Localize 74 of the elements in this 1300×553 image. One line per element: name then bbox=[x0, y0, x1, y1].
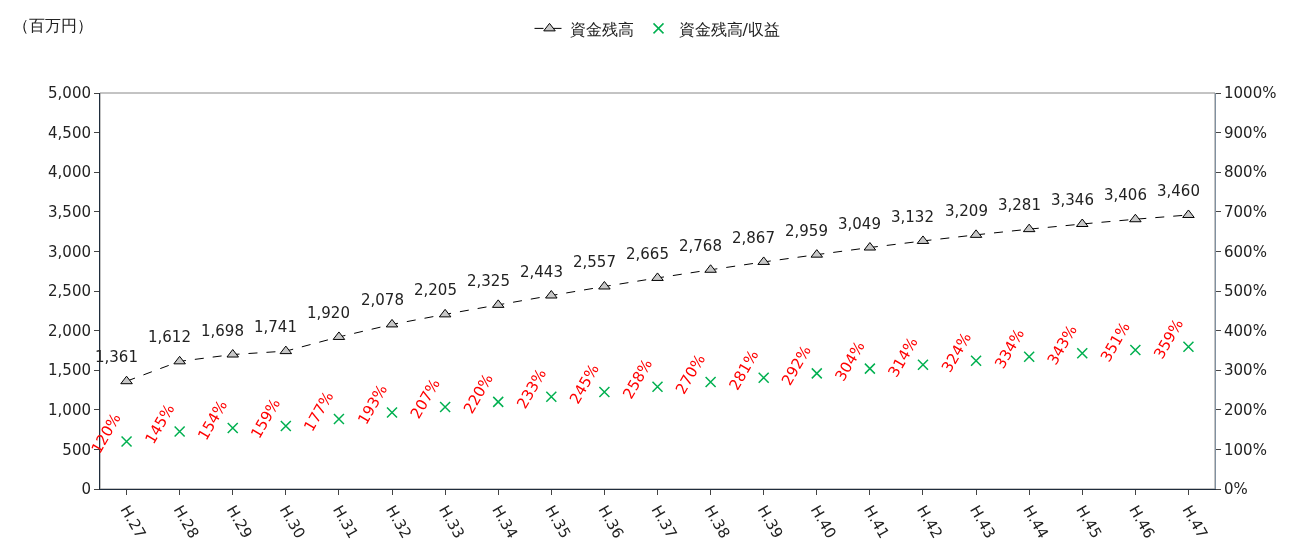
data-label: 2,443 bbox=[520, 263, 563, 281]
point bbox=[333, 413, 345, 425]
point bbox=[439, 401, 451, 413]
point bbox=[651, 381, 664, 393]
point bbox=[438, 308, 452, 318]
point bbox=[598, 280, 611, 290]
y-tick-label: 5,000 bbox=[48, 84, 91, 103]
y-tick-label: 1,000 bbox=[48, 401, 91, 420]
point bbox=[864, 362, 876, 375]
y-tick-label: 2,000 bbox=[48, 321, 91, 340]
point bbox=[120, 375, 133, 385]
point bbox=[1076, 347, 1089, 359]
y2-tick-label: 700% bbox=[1224, 203, 1267, 222]
point bbox=[1022, 223, 1036, 233]
point bbox=[1182, 341, 1195, 353]
point bbox=[1129, 344, 1142, 356]
point bbox=[173, 425, 186, 438]
data-label: 2,768 bbox=[679, 237, 722, 255]
legend-label: 資金残高/収益 bbox=[678, 19, 780, 39]
y-tick-label: 0 bbox=[81, 480, 91, 499]
y2-tick-label: 300% bbox=[1224, 361, 1267, 380]
y2-tick-label: 0% bbox=[1224, 480, 1248, 499]
point bbox=[545, 390, 558, 403]
data-label: 3,346 bbox=[1051, 191, 1094, 209]
data-label: 3,049 bbox=[838, 215, 881, 233]
point bbox=[1023, 350, 1035, 363]
y-tick-label: 3,500 bbox=[48, 203, 91, 222]
data-label: 1,920 bbox=[307, 304, 350, 322]
y-tick-label: 1,500 bbox=[48, 361, 91, 380]
point bbox=[970, 354, 982, 367]
y2-tick-label: 200% bbox=[1224, 401, 1267, 420]
point bbox=[811, 367, 823, 380]
data-label: 3,460 bbox=[1157, 182, 1200, 200]
data-label: 2,665 bbox=[626, 245, 669, 263]
point bbox=[226, 422, 239, 434]
y-tick-label: 500 bbox=[62, 440, 91, 459]
y2-tick-label: 400% bbox=[1224, 321, 1267, 340]
y-tick-label: 2,500 bbox=[48, 282, 91, 301]
point bbox=[917, 358, 929, 371]
y-tick-label: 4,000 bbox=[48, 163, 91, 182]
point bbox=[757, 371, 770, 384]
legend-label: 資金残高 bbox=[569, 19, 634, 39]
data-label: 3,406 bbox=[1104, 186, 1147, 204]
data-label: 2,325 bbox=[467, 272, 510, 290]
point bbox=[492, 396, 504, 408]
y-tick-label: 4,500 bbox=[48, 123, 91, 142]
data-label: 3,132 bbox=[891, 208, 934, 226]
point bbox=[386, 406, 398, 419]
data-label: 1,698 bbox=[201, 322, 244, 340]
y2-tick-label: 100% bbox=[1224, 440, 1267, 459]
data-label: 3,209 bbox=[945, 202, 988, 220]
point bbox=[279, 345, 293, 355]
y-tick-label: 3,000 bbox=[48, 242, 91, 261]
y2-tick-label: 1000% bbox=[1224, 84, 1277, 103]
point bbox=[280, 420, 292, 432]
y2-tick-label: 900% bbox=[1224, 123, 1267, 142]
data-label: 1,741 bbox=[254, 318, 297, 336]
data-label: 1,612 bbox=[148, 328, 191, 346]
y2-tick-label: 800% bbox=[1224, 163, 1267, 182]
y-axis-title: （百万円） bbox=[13, 16, 93, 35]
point bbox=[1129, 213, 1142, 223]
point bbox=[120, 435, 133, 448]
point bbox=[704, 376, 717, 388]
y2-tick-label: 500% bbox=[1224, 282, 1267, 301]
data-label: 3,281 bbox=[998, 196, 1041, 214]
y2-tick-label: 600% bbox=[1224, 242, 1267, 261]
data-label: 2,078 bbox=[361, 291, 404, 309]
data-label: 2,959 bbox=[785, 222, 828, 240]
data-label: 2,867 bbox=[732, 229, 775, 247]
point bbox=[173, 355, 186, 365]
point bbox=[598, 386, 611, 398]
point bbox=[385, 318, 399, 328]
data-label: 2,557 bbox=[573, 253, 616, 271]
data-label: 2,205 bbox=[414, 281, 457, 299]
